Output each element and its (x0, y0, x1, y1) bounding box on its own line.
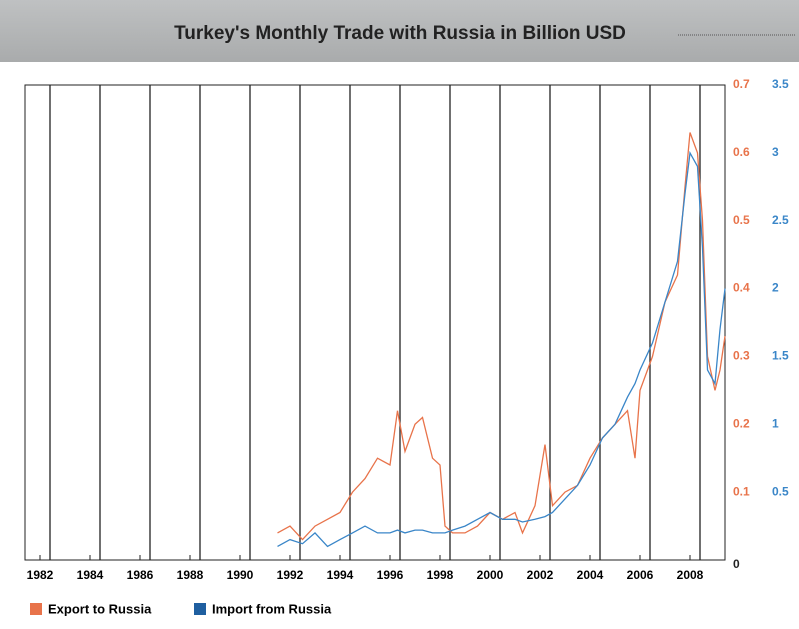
legend-label: Import from Russia (212, 601, 332, 616)
x-tick-label: 2000 (477, 568, 504, 582)
x-tick-label: 1984 (77, 568, 104, 582)
y-tick-label: 0.6 (733, 145, 750, 159)
y-tick-label: 0.1 (733, 484, 750, 498)
legend-swatch (194, 603, 206, 615)
x-tick-label: 2002 (527, 568, 554, 582)
y-tick-label: 0.3 (733, 349, 750, 363)
x-tick-label: 2008 (677, 568, 704, 582)
x-tick-label: 1994 (327, 568, 354, 582)
y2-tick-label: 3 (772, 145, 779, 159)
y2-tick-label: 1.5 (772, 349, 789, 363)
series-line (277, 132, 726, 541)
plot-frame (24, 84, 726, 561)
legend-swatch (30, 603, 42, 615)
x-tick-label: 1982 (27, 568, 54, 582)
y-tick-label: 0 (733, 557, 740, 571)
legend-label: Export to Russia (48, 601, 152, 616)
x-tick-label: 1990 (227, 568, 254, 582)
x-tick-label: 1992 (277, 568, 304, 582)
y-tick-label: 0.5 (733, 213, 750, 227)
y-tick-label: 0.4 (733, 281, 750, 295)
x-tick-label: 2004 (577, 568, 604, 582)
x-tick-label: 1998 (427, 568, 454, 582)
y-tick-label: 0.2 (733, 416, 750, 430)
y2-tick-label: 1 (772, 416, 779, 430)
x-tick-label: 1986 (127, 568, 154, 582)
chart-title: Turkey's Monthly Trade with Russia in Bi… (174, 23, 626, 44)
series-line (277, 150, 726, 548)
y2-tick-label: 3.5 (772, 77, 789, 91)
y2-tick-label: 0.5 (772, 484, 789, 498)
y2-tick-label: 2 (772, 281, 779, 295)
header-band (0, 0, 799, 62)
x-tick-label: 1996 (377, 568, 404, 582)
y-tick-label: 0.7 (733, 77, 750, 91)
y2-tick-label: 2.5 (772, 213, 789, 227)
x-tick-label: 1988 (177, 568, 204, 582)
x-tick-label: 2006 (627, 568, 654, 582)
